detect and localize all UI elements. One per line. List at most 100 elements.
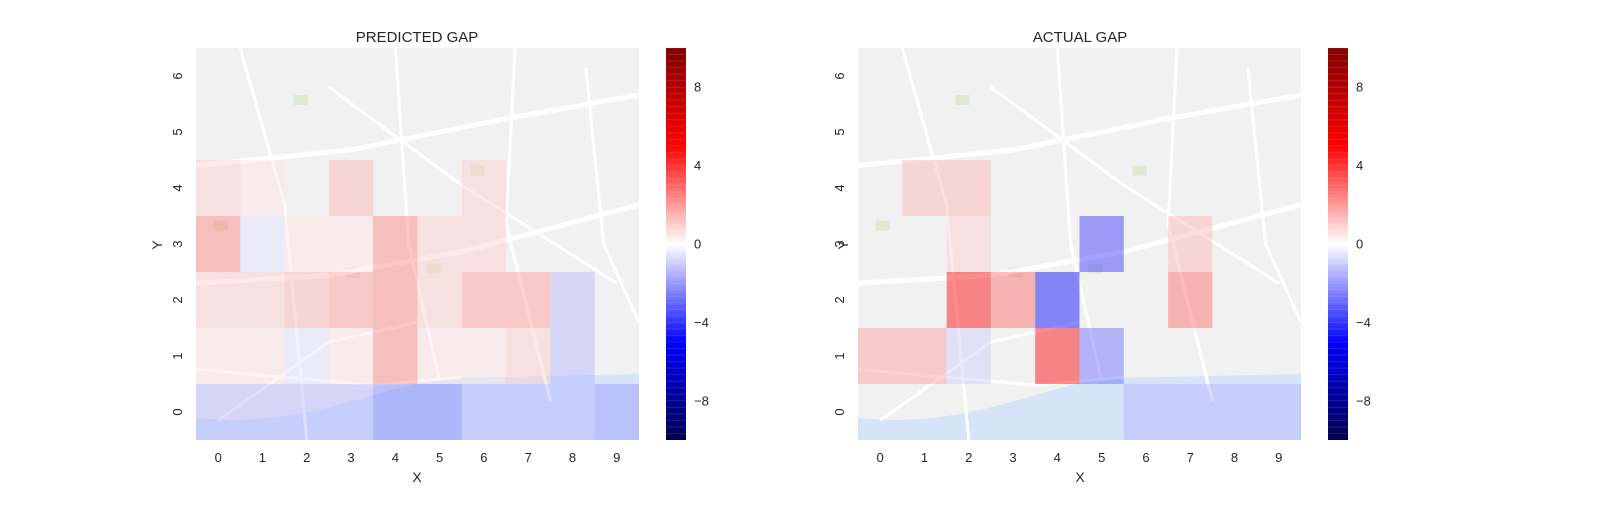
heatmap-cell xyxy=(461,384,507,440)
heatmap-cell xyxy=(1168,384,1213,440)
y-tick-label: 4 xyxy=(832,184,847,191)
y-tick-label: 6 xyxy=(832,72,847,79)
street xyxy=(857,92,1302,169)
x-tick-label: 7 xyxy=(525,450,532,465)
heatmap-cell xyxy=(373,384,418,440)
colorbar-tick-label: 4 xyxy=(1356,158,1363,173)
y-tick-label: 3 xyxy=(832,240,847,247)
x-tick-label: 7 xyxy=(1187,450,1194,465)
heatmap-cell xyxy=(373,216,418,272)
heatmap-cell xyxy=(240,160,285,216)
street xyxy=(504,47,552,402)
y-tick-label: 2 xyxy=(832,296,847,303)
colorbar-gradient xyxy=(1328,48,1348,440)
actual-gap-panel: ACTUAL GAP 0 1 2 3 4 5 6 7 8 9 0 1 2 3 4 5 6 X Y −8 −4 0 4… xyxy=(832,29,1371,485)
x-tick-label: 8 xyxy=(569,450,576,465)
heatmap-cell xyxy=(196,384,241,440)
street xyxy=(393,47,442,382)
heatmap-cell xyxy=(946,160,991,216)
heatmap-cell xyxy=(902,328,947,384)
colorbar-tick-label: −8 xyxy=(1356,393,1371,408)
heatmap-cell xyxy=(328,216,374,272)
x-tick-label: 5 xyxy=(436,450,443,465)
x-axis-label: X xyxy=(1075,469,1085,485)
y-tick-label: 1 xyxy=(832,352,847,359)
heatmap-cells xyxy=(858,160,1301,440)
heatmap-cell xyxy=(240,328,285,384)
heatmap-cell xyxy=(328,384,374,440)
street xyxy=(1166,47,1214,402)
x-axis-label: X xyxy=(412,469,422,485)
x-tick-label: 0 xyxy=(876,450,883,465)
x-tick-label: 3 xyxy=(347,450,354,465)
heatmap-cell xyxy=(240,384,285,440)
colorbar-tick-label: 4 xyxy=(694,158,701,173)
y-tick-label: 6 xyxy=(170,72,185,79)
y-axis-label: Y xyxy=(149,240,165,250)
x-tick-label: 8 xyxy=(1231,450,1238,465)
heatmap-cell xyxy=(550,384,595,440)
heatmap-cell xyxy=(240,216,285,272)
x-tick-label: 3 xyxy=(1009,450,1016,465)
heatmap-cell xyxy=(240,272,285,328)
y-tick-label: 5 xyxy=(170,128,185,135)
y-tick-labels: 0 1 2 3 4 5 6 xyxy=(170,72,185,415)
heatmap-cell xyxy=(550,328,595,384)
heatmap-cell xyxy=(1079,216,1124,272)
y-tick-label: 0 xyxy=(832,408,847,415)
heatmap-cell xyxy=(373,328,418,384)
street xyxy=(195,92,640,169)
x-tick-label: 2 xyxy=(965,450,972,465)
heatmap-cell xyxy=(417,272,462,328)
x-tick-label: 9 xyxy=(613,450,620,465)
street xyxy=(195,202,640,286)
heatmap-cell xyxy=(946,328,991,384)
colorbar-tick-label: 0 xyxy=(1356,237,1363,252)
park xyxy=(955,95,970,106)
heatmap-cell xyxy=(1035,272,1080,328)
heatmap-cell xyxy=(990,272,1036,328)
chart-title: PREDICTED GAP xyxy=(356,29,479,46)
park xyxy=(426,263,441,274)
heatmap-cell xyxy=(328,272,374,328)
park xyxy=(1088,263,1103,274)
colorbar-tick-label: −4 xyxy=(1356,315,1371,330)
heatmap-cell xyxy=(284,216,329,272)
street xyxy=(857,202,1302,286)
street xyxy=(857,367,1124,387)
heatmap-cell xyxy=(858,328,903,384)
street xyxy=(879,320,1080,422)
heatmap-cell xyxy=(461,328,507,384)
street xyxy=(990,85,1280,285)
heatmap-cell xyxy=(1123,384,1169,440)
heatmap-cell xyxy=(284,272,329,328)
park xyxy=(1132,165,1147,176)
y-axis-label: Y xyxy=(835,240,851,250)
x-tick-label: 4 xyxy=(392,450,399,465)
heatmap-cell xyxy=(550,272,595,328)
heatmap-cells xyxy=(196,160,639,440)
river xyxy=(858,374,1301,440)
heatmap-cell xyxy=(417,328,462,384)
y-tick-label: 3 xyxy=(170,240,185,247)
map-background xyxy=(857,47,1303,441)
heatmap-cell xyxy=(506,384,551,440)
heatmap-cell xyxy=(1035,328,1080,384)
colorbar-tick-label: 8 xyxy=(694,80,701,95)
heatmap-cell xyxy=(461,160,507,216)
colorbar-tick-label: −4 xyxy=(694,315,709,330)
heatmap-cell xyxy=(1168,216,1213,272)
heatmap-cell xyxy=(328,328,374,384)
heatmap-cell xyxy=(196,160,241,216)
street xyxy=(217,320,418,422)
heatmap-cell xyxy=(417,384,462,440)
heatmap-cell xyxy=(461,216,507,272)
x-tick-label: 5 xyxy=(1098,450,1105,465)
heatmap-cell xyxy=(196,328,241,384)
heatmap-cell xyxy=(1168,272,1213,328)
street xyxy=(1246,67,1303,324)
heatmap-cell xyxy=(1212,384,1257,440)
park xyxy=(875,220,890,231)
heatmap-cell xyxy=(506,328,551,384)
x-tick-labels: 0 1 2 3 4 5 6 7 8 9 xyxy=(215,450,621,465)
